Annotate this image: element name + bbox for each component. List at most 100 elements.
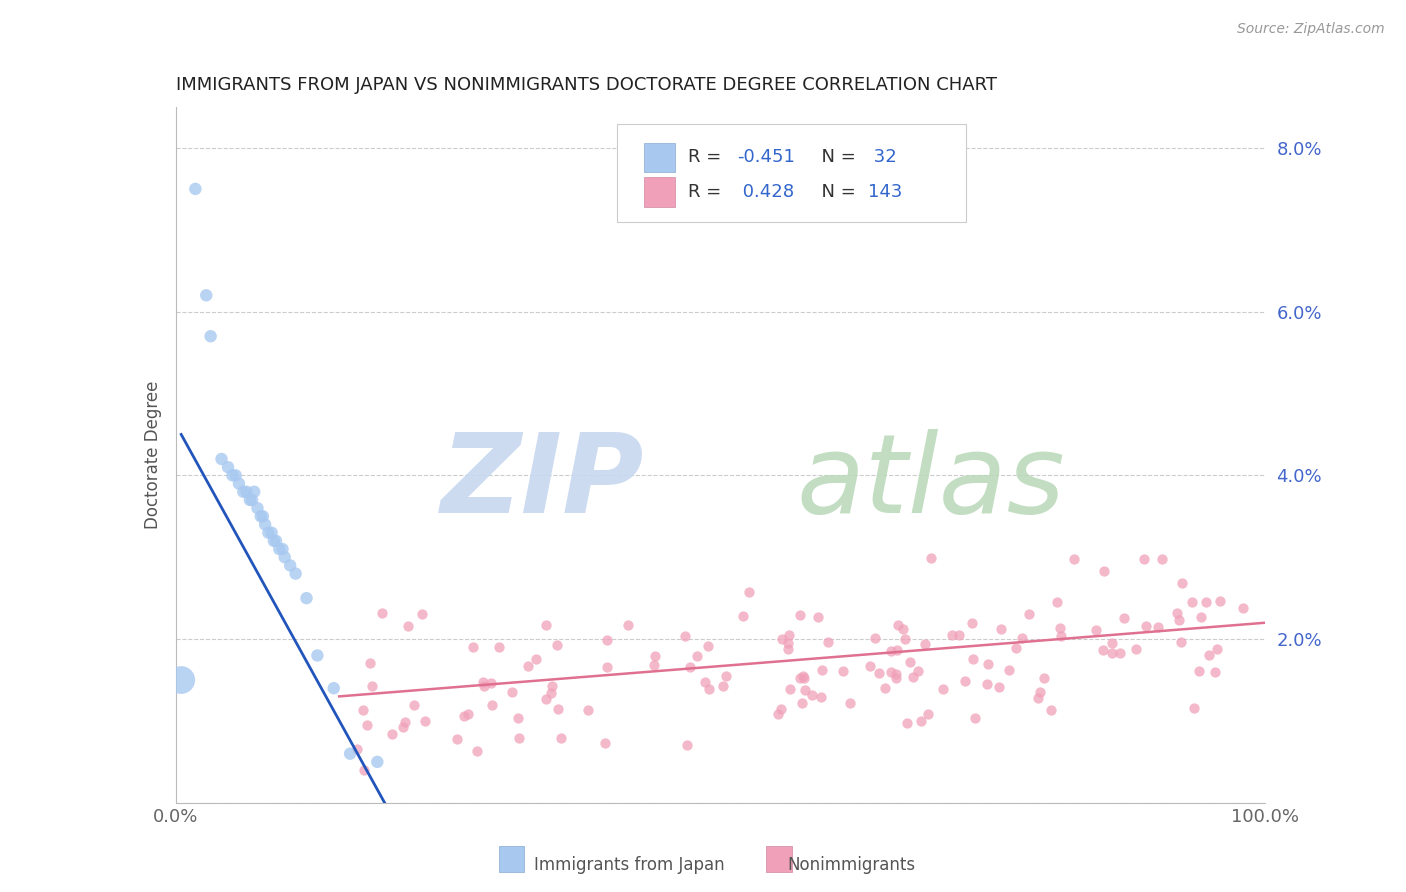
Point (962, 652, 984, 666)
Point (1198, 648, 1220, 663)
Text: -0.451: -0.451 (737, 148, 794, 166)
Point (880, 644, 903, 658)
Point (307, 648, 329, 663)
Point (884, 667, 907, 681)
Point (886, 671, 908, 685)
Point (1135, 619, 1157, 633)
Point (595, 633, 617, 648)
Point (839, 696, 862, 710)
Point (644, 649, 666, 664)
Point (1188, 664, 1211, 678)
Point (1181, 595, 1204, 609)
Point (695, 675, 717, 690)
Point (243, 484, 266, 499)
Point (1063, 552, 1085, 566)
Point (1045, 594, 1067, 608)
Point (252, 509, 274, 524)
Point (1195, 594, 1218, 608)
Point (789, 608, 811, 623)
Point (249, 509, 271, 524)
Point (696, 639, 718, 653)
Point (859, 658, 882, 673)
Point (1206, 642, 1229, 657)
Point (1132, 552, 1154, 566)
Text: IMMIGRANTS FROM JAPAN VS NONIMMIGRANTS DOCTORATE DEGREE CORRELATION CHART: IMMIGRANTS FROM JAPAN VS NONIMMIGRANTS D… (176, 77, 997, 95)
Text: N =: N = (810, 183, 862, 201)
Point (1209, 593, 1232, 607)
Point (731, 608, 754, 623)
Point (361, 679, 384, 693)
Point (1166, 606, 1188, 620)
Point (481, 698, 503, 713)
Point (963, 711, 986, 725)
Point (295, 591, 318, 606)
Point (446, 731, 468, 746)
Point (891, 622, 914, 636)
Text: R =: R = (688, 183, 727, 201)
Point (524, 652, 547, 666)
Point (371, 606, 394, 620)
Point (894, 632, 917, 646)
Point (917, 706, 939, 721)
Point (997, 664, 1019, 678)
Point (1125, 642, 1147, 657)
Point (254, 517, 277, 532)
Point (880, 665, 903, 680)
FancyBboxPatch shape (644, 143, 675, 172)
Point (817, 635, 839, 649)
Point (769, 702, 792, 716)
Point (832, 664, 855, 678)
Point (517, 658, 540, 673)
Point (271, 542, 294, 557)
Point (1018, 607, 1040, 621)
Point (1232, 601, 1254, 615)
Point (896, 715, 918, 730)
Point (697, 682, 720, 697)
Point (235, 484, 257, 499)
Point (778, 627, 800, 641)
Point (1011, 631, 1033, 645)
Text: 32: 32 (868, 148, 897, 166)
Point (616, 618, 638, 632)
Point (941, 628, 963, 642)
Point (792, 669, 814, 683)
Text: Nonimmigrants: Nonimmigrants (787, 856, 915, 874)
Point (263, 533, 285, 548)
Point (1204, 665, 1226, 679)
Point (391, 720, 413, 734)
Point (1146, 620, 1168, 634)
Point (541, 679, 564, 693)
Point (1084, 623, 1107, 637)
Point (673, 630, 696, 644)
Text: 0.428: 0.428 (737, 183, 794, 201)
Point (534, 691, 557, 706)
Point (240, 492, 263, 507)
Point (1167, 613, 1189, 627)
Point (264, 533, 287, 548)
Point (170, 673, 193, 687)
Point (396, 619, 419, 633)
Point (246, 501, 269, 516)
FancyBboxPatch shape (644, 178, 675, 207)
Point (339, 747, 361, 761)
Point (907, 664, 929, 678)
Point (217, 460, 239, 475)
Text: atlas: atlas (797, 429, 1066, 536)
Point (402, 698, 425, 713)
Point (976, 676, 998, 690)
Point (1026, 690, 1049, 705)
Point (269, 542, 291, 557)
Point (1189, 610, 1212, 624)
Point (953, 674, 976, 689)
Point (811, 663, 834, 677)
Point (738, 585, 761, 599)
Point (778, 636, 800, 650)
Point (257, 525, 280, 540)
Point (1040, 703, 1063, 717)
Point (1114, 610, 1136, 624)
Text: Source: ZipAtlas.com: Source: ZipAtlas.com (1237, 22, 1385, 37)
Point (810, 690, 832, 704)
Point (1109, 646, 1132, 660)
Point (920, 551, 942, 566)
FancyBboxPatch shape (766, 846, 792, 872)
